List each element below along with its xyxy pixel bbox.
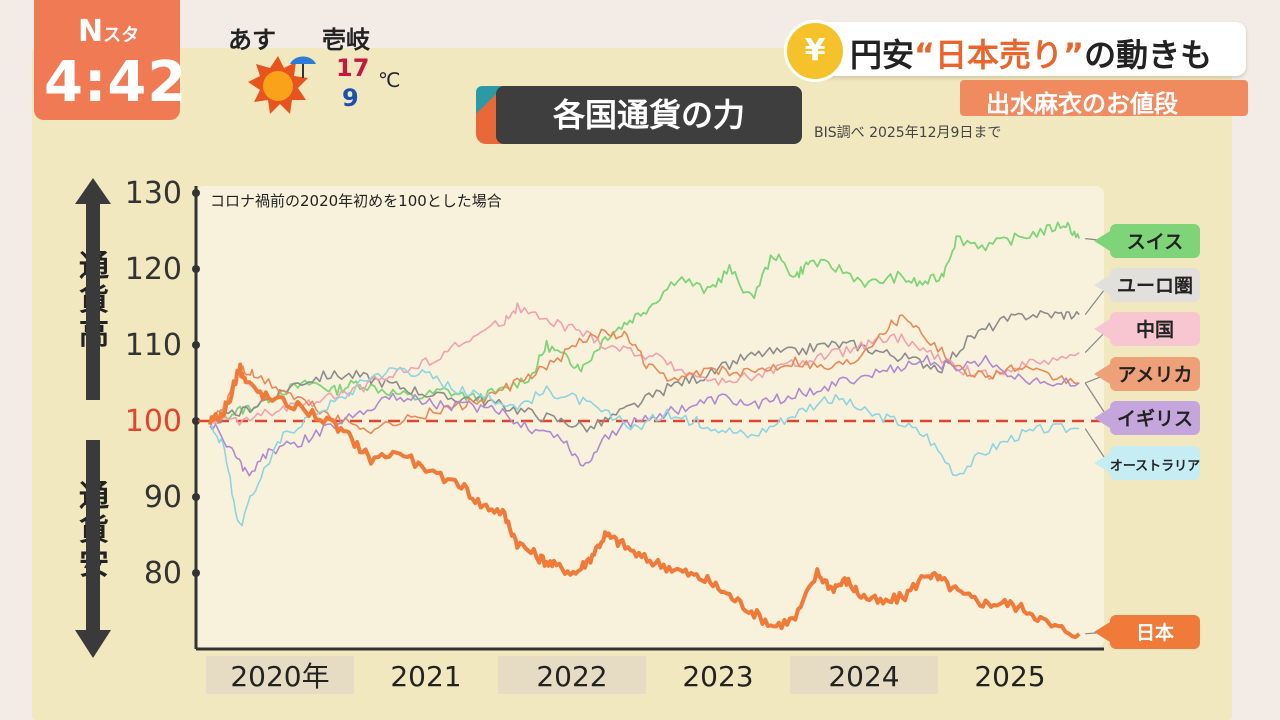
yen-coin-icon: ¥ <box>784 20 846 82</box>
weather-widget: あす 壱岐 17 9 ℃ <box>222 16 422 116</box>
series-line-6 <box>208 362 1081 640</box>
series-line-0 <box>209 221 1081 423</box>
y-tick-label: 130 <box>125 176 182 211</box>
y-tick-label: 80 <box>144 556 182 591</box>
clock-time: 4:42 <box>44 50 188 115</box>
y-tick-label: 90 <box>144 480 182 515</box>
segment-banner: 出水麻衣のお値段 <box>960 80 1248 118</box>
legend-arrow <box>1094 231 1110 251</box>
x-tick-label: 2025 <box>974 660 1045 693</box>
x-tick-label: 2023 <box>682 660 753 693</box>
legend-box <box>1110 312 1200 346</box>
legend-label: スイス <box>1127 231 1183 253</box>
x-tick-label: 2022 <box>536 660 607 693</box>
y-tick-dot <box>192 417 200 425</box>
y-tick-label: 110 <box>125 328 182 363</box>
legend-arrow <box>1094 364 1110 384</box>
program-logo: Nスタ 4:42 <box>34 0 186 120</box>
x-tick-band <box>790 656 938 694</box>
legend-box <box>1110 224 1200 258</box>
series-line-5 <box>209 367 1080 527</box>
y-tick-dot <box>192 265 200 273</box>
y-tick-label: 120 <box>125 252 182 287</box>
temp-low: 9 <box>342 84 359 112</box>
legend-box <box>1110 357 1200 391</box>
down-arrow-icon <box>75 630 111 658</box>
legend-box <box>1110 446 1200 480</box>
legend-arrow <box>1094 408 1110 428</box>
legend-label: 日本 <box>1136 621 1174 644</box>
legend-label: 中国 <box>1136 318 1174 341</box>
x-tick-label: 2021 <box>390 660 461 693</box>
chart-title-box: 各国通貨の力 <box>476 86 802 144</box>
legend-arrow <box>1094 319 1110 339</box>
y-tick-dot <box>192 493 200 501</box>
brand-letter: N <box>78 14 104 49</box>
headline-pill: 円安“日本売り”の動きも <box>814 22 1246 76</box>
legend-box <box>1110 268 1200 302</box>
up-arrow-icon <box>75 178 111 204</box>
series-line-4 <box>209 354 1080 477</box>
legend-label: オーストラリア <box>1110 459 1200 474</box>
legend-arrow <box>1094 622 1110 642</box>
program-brand: Nスタ <box>78 14 139 49</box>
weather-place: 壱岐 <box>322 26 370 54</box>
legend-label: イギリス <box>1117 408 1193 430</box>
legend-label: ユーロ圏 <box>1117 275 1193 297</box>
legend-arrow <box>1094 453 1110 473</box>
y-tick-dot <box>192 569 200 577</box>
headline-text: 円安“日本売り”の動きも <box>850 30 1212 76</box>
x-tick-label: 2024 <box>828 660 899 693</box>
headline-banner: 円安“日本売り”の動きも ¥ <box>784 18 1248 82</box>
headline-post: の動きも <box>1084 36 1213 74</box>
x-tick-band <box>206 656 354 694</box>
temp-unit: ℃ <box>378 68 401 92</box>
headline-pre: 円安 <box>850 36 915 74</box>
y-tick-dot <box>192 189 200 197</box>
segment-label: 出水麻衣のお値段 <box>986 90 1178 118</box>
legend-label: アメリカ <box>1117 364 1192 386</box>
source-note: BIS調べ 2025年12月9日まで <box>814 125 1002 141</box>
y-tick-label: 100 <box>125 404 182 439</box>
series-line-1 <box>209 310 1080 433</box>
legend-box <box>1110 401 1200 435</box>
brand-sub: スタ <box>103 25 140 46</box>
y-tick-dot <box>192 341 200 349</box>
headline-emphasis: “日本売り” <box>914 36 1085 74</box>
weather-day: あす <box>228 26 276 54</box>
legend-arrow <box>1094 275 1110 295</box>
x-tick-label: 2020年 <box>230 660 329 693</box>
legend-box <box>1110 615 1200 649</box>
chart-title: 各国通貨の力 <box>496 86 802 144</box>
baseline-note: コロナ禍前の2020年初めを100とした場合 <box>210 192 502 210</box>
x-tick-band <box>498 656 646 694</box>
temp-high: 17 <box>336 54 370 82</box>
sun-with-umbrella-icon <box>248 56 316 114</box>
